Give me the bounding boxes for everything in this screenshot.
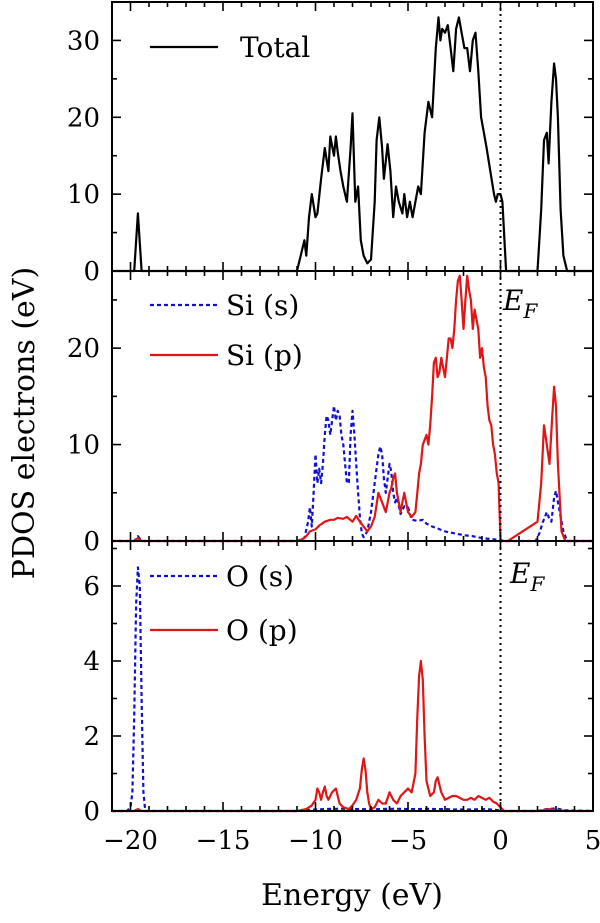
y-tick-label: 6 <box>83 572 100 602</box>
y-tick-label: 2 <box>83 722 100 752</box>
legend-label: O (s) <box>226 560 294 593</box>
x-tick-label: −20 <box>103 826 158 856</box>
fermi-label-main: E <box>509 557 530 590</box>
fermi-label-sub: F <box>529 572 545 596</box>
series-line-o-p <box>112 659 593 813</box>
x-axis-title: Energy (eV) <box>261 878 443 913</box>
series-line-o-s <box>112 566 594 813</box>
series-line-total <box>112 16 593 273</box>
panel-3: 0 2 4 6 O (s) O (p) EF <box>83 540 594 827</box>
y-tick-label: 30 <box>67 26 100 56</box>
panel-1: 0 10 20 30 Total <box>67 1 594 287</box>
legend-label: Total <box>240 31 310 64</box>
x-tick-label: −15 <box>196 826 251 856</box>
fermi-label-main: E <box>502 284 523 317</box>
fermi-label-sub: F <box>522 299 538 323</box>
y-axis-title: PDOS electrons (eV) <box>7 267 42 579</box>
series-line-si-p <box>112 274 593 543</box>
legend-label: O (p) <box>226 614 298 647</box>
legend-label: Si (s) <box>226 289 299 322</box>
x-tick-label: 0 <box>492 826 509 856</box>
y-tick-label: 20 <box>67 334 100 364</box>
y-tick-label: 0 <box>83 797 100 827</box>
y-tick-label: 0 <box>83 527 100 557</box>
y-tick-label: 10 <box>67 431 100 461</box>
y-tick-label: 0 <box>83 257 100 287</box>
y-tick-label: 4 <box>83 647 100 677</box>
legend-label: Si (p) <box>226 339 303 372</box>
x-tick-label: 5 <box>585 826 600 856</box>
y-tick-label: 20 <box>67 103 100 133</box>
panel-2: 0 10 20 Si (s) Si (p) EF <box>67 270 594 557</box>
x-tick-label: −5 <box>389 826 427 856</box>
x-tick-label: −10 <box>288 826 343 856</box>
y-tick-label: 10 <box>67 180 100 210</box>
fermi-level-label: EF <box>502 284 538 323</box>
fermi-level-label: EF <box>509 557 545 596</box>
